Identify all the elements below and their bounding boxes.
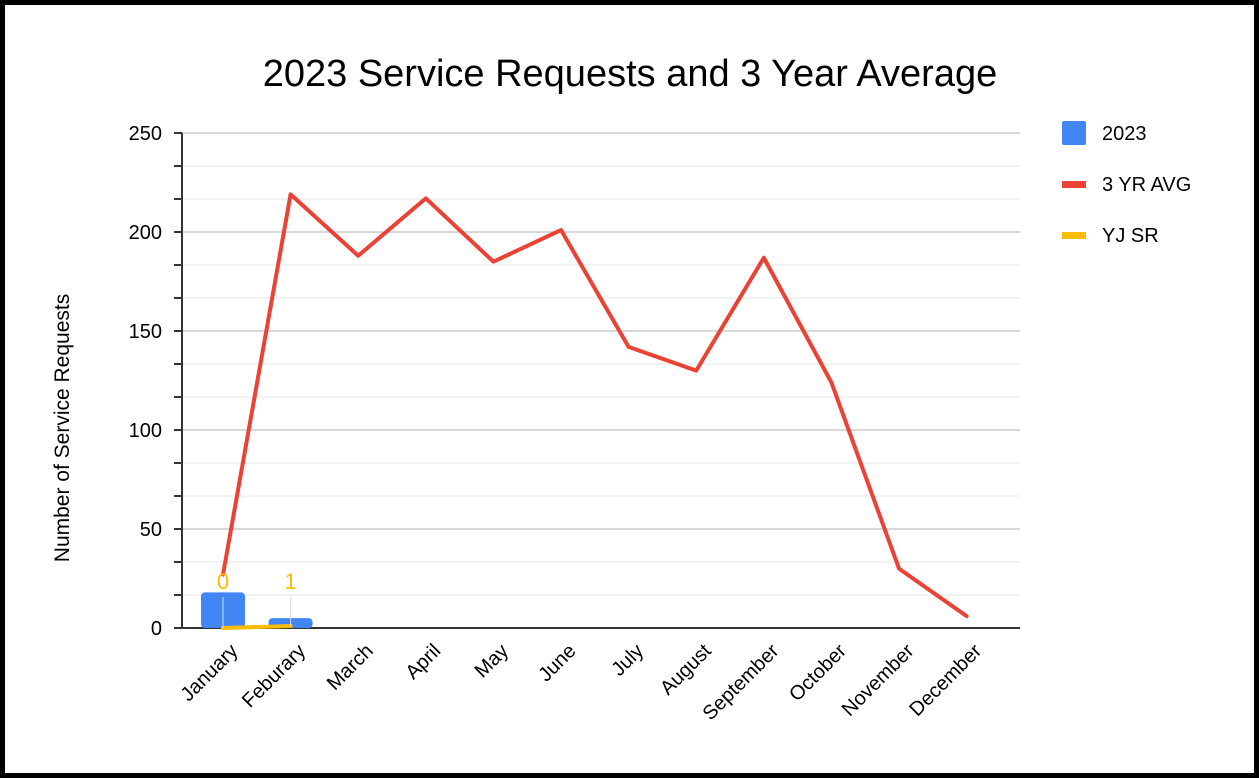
y-tick-label: 100 [129,420,162,442]
y-axis-label: Number of Service Requests [51,294,74,562]
legend-label: 2023 [1102,123,1147,145]
x-tick-label: April [401,640,445,684]
bar-series [201,592,313,628]
y-tick-label: 50 [140,519,162,541]
data-label: 0 [217,569,229,594]
y-tick-label: 150 [129,321,162,343]
x-tick-label: June [534,640,580,686]
x-tick-label: October [785,640,851,706]
x-tick-label: November [838,640,919,721]
x-tick-label: July [607,640,648,681]
y-tick-label: 0 [151,618,162,640]
x-tick-label: December [905,640,986,721]
y-tick-label: 200 [129,222,162,244]
x-tick-label: August [656,640,716,700]
legend-swatch-3-yr-avg [1062,181,1086,188]
legend-swatch-yj-sr [1062,232,1086,239]
axes [174,132,1020,629]
line-yj-sr [221,624,293,630]
gridlines [182,132,1020,596]
legend: 2023 3 YR AVG YJ SR [1062,121,1191,247]
x-tick-label: January [177,640,243,706]
chart-title: 2023 Service Requests and 3 Year Average [263,53,998,95]
x-tick-label: Feburary [238,640,310,712]
legend-label: YJ SR [1102,225,1159,247]
y-tick-labels: 0 50 100 150 200 250 [129,123,162,640]
y-tick-label: 250 [129,123,162,145]
data-label: 1 [284,569,296,594]
line-3-yr-avg [221,192,969,619]
line-series [221,192,969,630]
legend-label: 3 YR AVG [1102,174,1191,196]
legend-swatch-2023 [1062,121,1086,145]
x-tick-label: March [323,640,378,695]
x-tick-label: May [471,640,513,682]
